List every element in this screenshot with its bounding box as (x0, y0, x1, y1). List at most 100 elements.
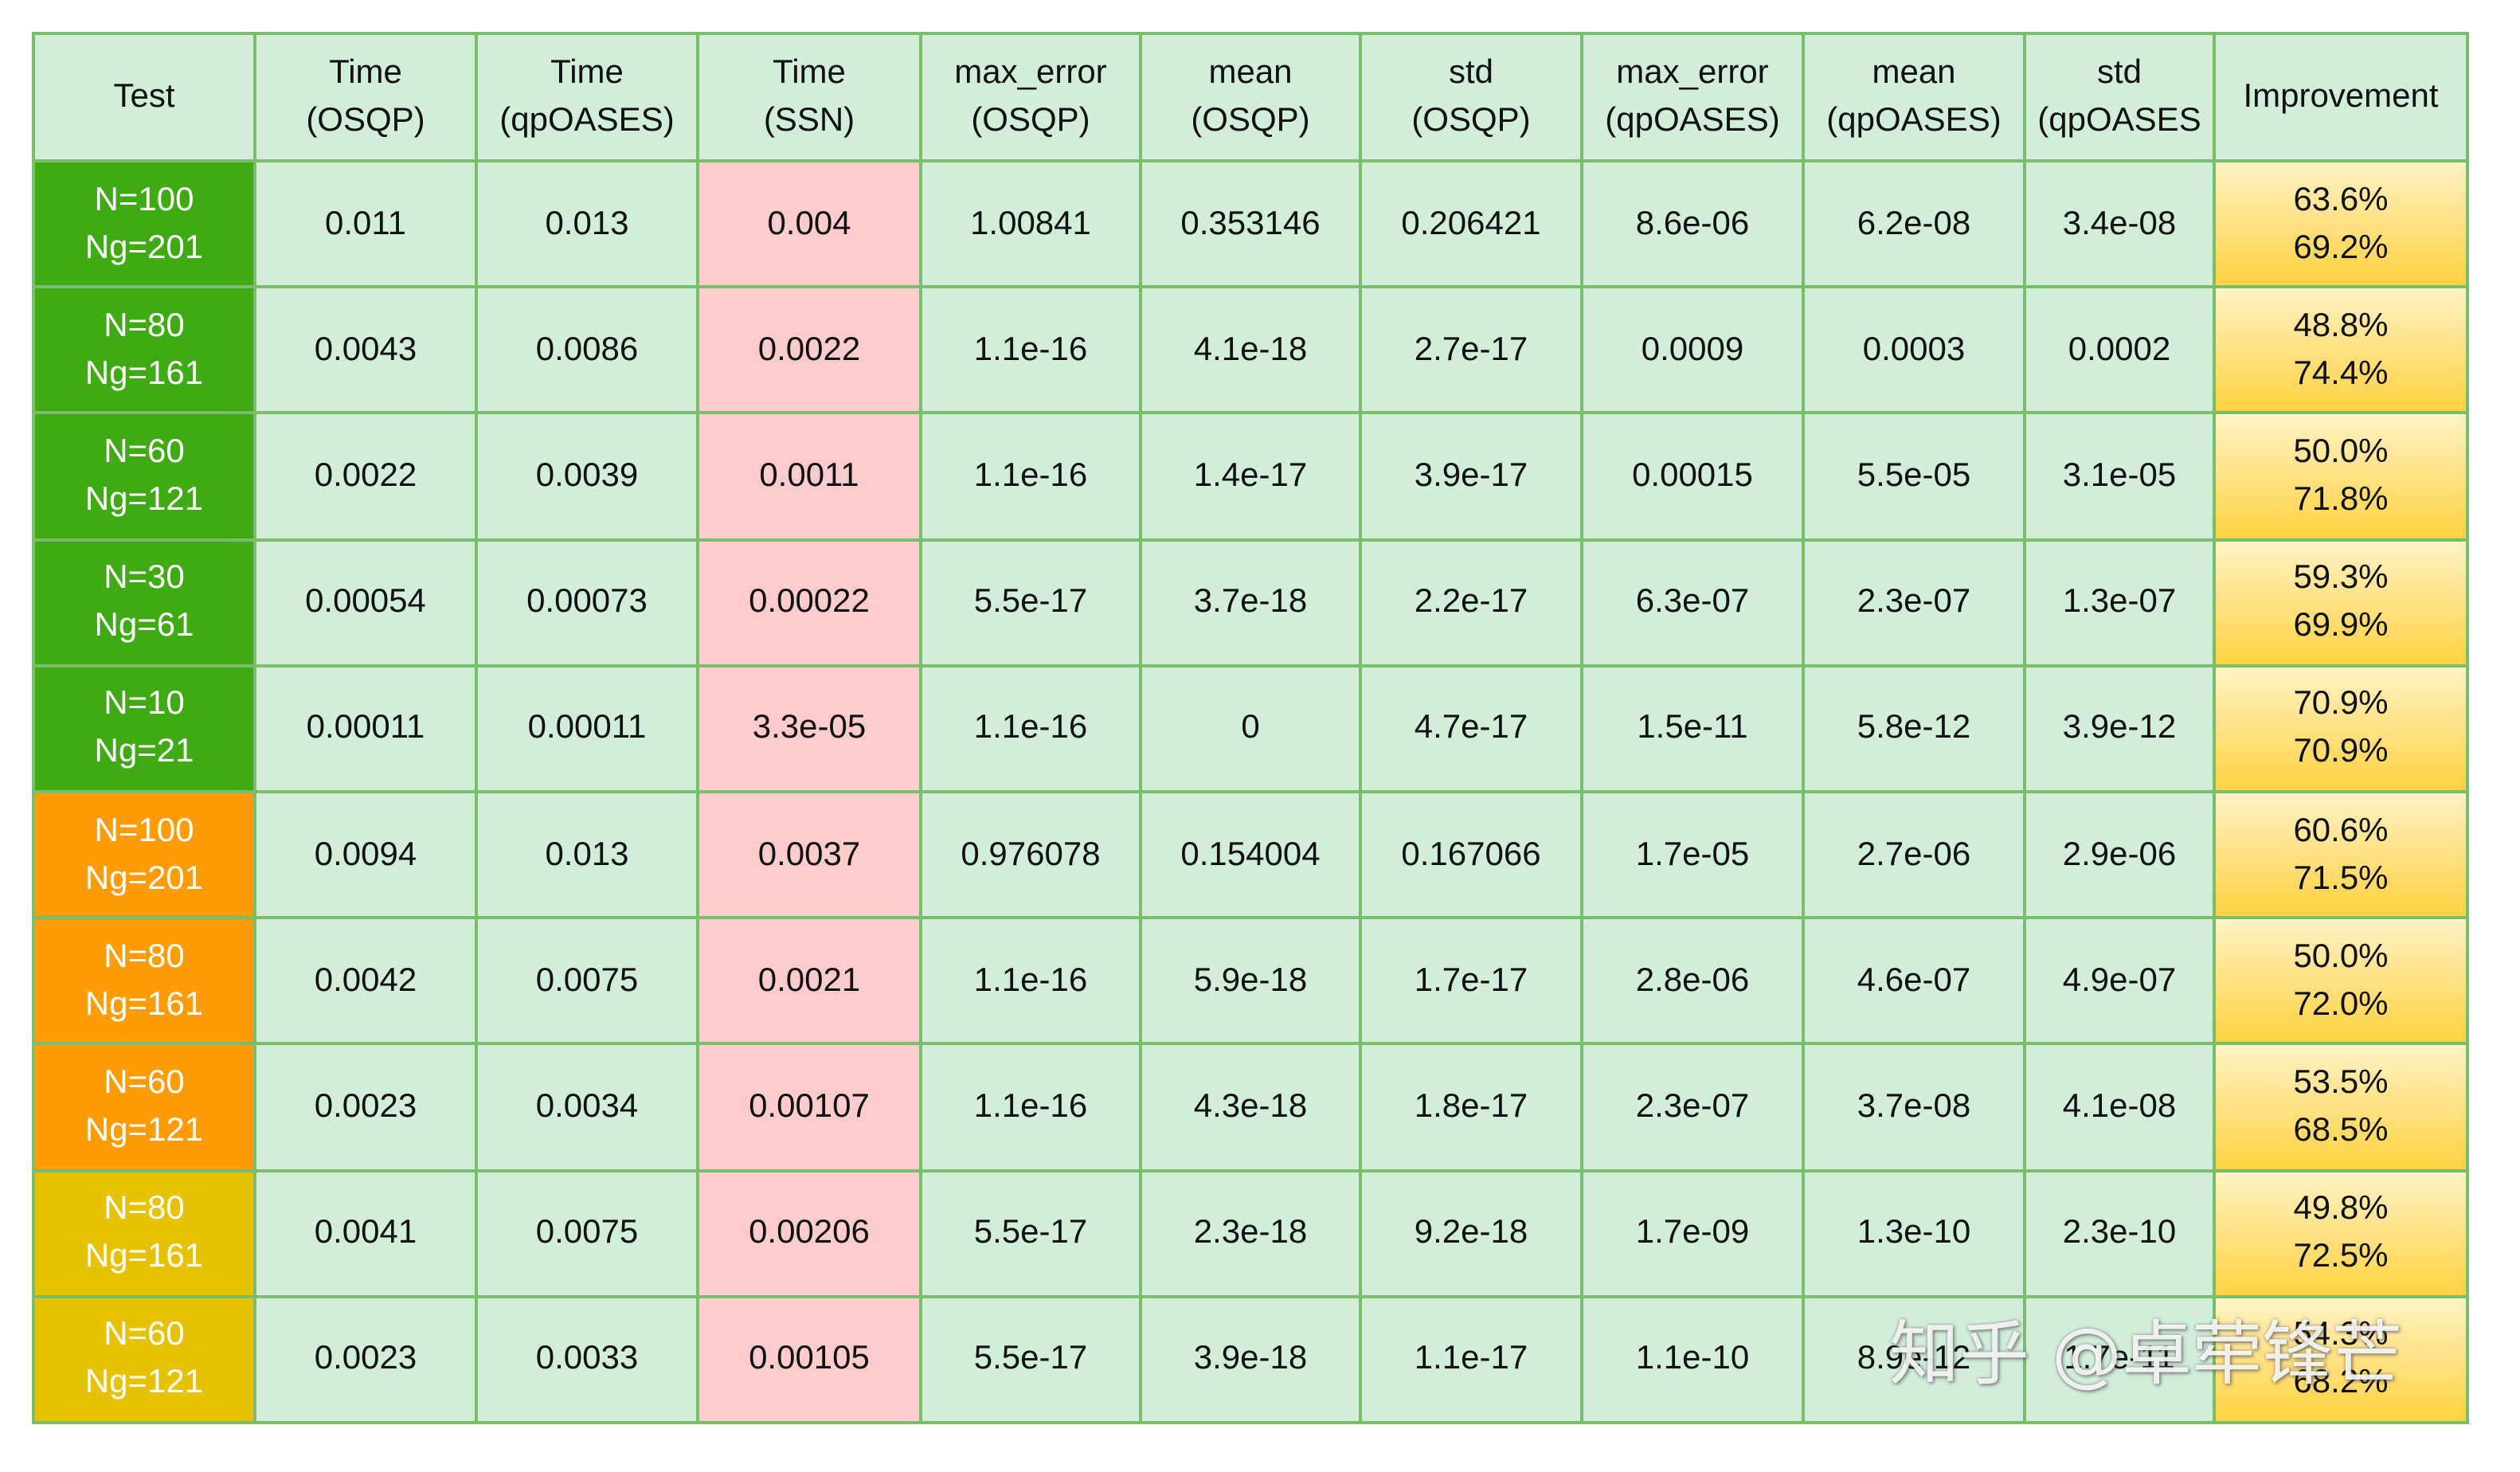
time-qpoases-cell: 0.0075 (475, 916, 699, 1046)
time-osqp-cell: 0.0023 (253, 1294, 478, 1425)
std-qpoases-cell: 4.9e-07 (2023, 916, 2216, 1046)
improvement-cell: 60.6% 71.5% (2213, 789, 2469, 920)
std-osqp-cell: 3.9e-17 (1359, 411, 1583, 542)
mean-qpoases-cell: 0.0003 (1802, 285, 2026, 415)
improvement-cell: 50.0% 72.0% (2213, 916, 2469, 1046)
mean-qpoases-cell: 2.3e-07 (1802, 538, 2026, 667)
mean-qpoases-cell: 2.7e-06 (1802, 789, 2026, 920)
max-error-qpoases-cell: 8.6e-06 (1580, 159, 1805, 289)
time-osqp-cell: 0.00054 (253, 538, 478, 667)
table-row: N=60 Ng=121 0.0023 0.0034 0.00107 1.1e-16 4.3… (32, 1042, 2469, 1173)
max-error-osqp-cell: 1.1e-16 (919, 411, 1142, 542)
header-time-osqp: Time (OSQP) (253, 32, 478, 162)
max-error-osqp-cell: 5.5e-17 (919, 538, 1142, 667)
mean-qpoases-cell: 1.3e-10 (1802, 1168, 2026, 1298)
time-ssn-cell: 0.0011 (696, 411, 922, 542)
time-ssn-cell: 0.0021 (696, 916, 922, 1046)
header-std-osqp: std (OSQP) (1359, 32, 1583, 162)
header-mean-osqp: mean (OSQP) (1139, 32, 1362, 162)
time-qpoases-cell: 0.00011 (475, 664, 699, 793)
time-ssn-cell: 0.00022 (696, 538, 922, 667)
max-error-qpoases-cell: 2.8e-06 (1580, 916, 1805, 1046)
table-row: N=30 Ng=61 0.00054 0.00073 0.00022 5.5e-17 3.… (32, 538, 2469, 667)
header-max-error-qpoases: max_error (qpOASES) (1580, 32, 1805, 162)
test-label: N=30 Ng=61 (32, 538, 256, 667)
std-qpoases-cell: 2.3e-10 (2023, 1168, 2216, 1298)
max-error-osqp-cell: 1.1e-16 (919, 1042, 1142, 1173)
mean-qpoases-cell: 6.2e-08 (1802, 159, 2026, 289)
time-ssn-cell: 0.004 (696, 159, 922, 289)
time-osqp-cell: 0.00011 (253, 664, 478, 793)
time-osqp-cell: 0.0042 (253, 916, 478, 1046)
mean-osqp-cell: 0.154004 (1139, 789, 1362, 920)
std-qpoases-cell: 1.3e-07 (2023, 538, 2216, 667)
header-test: Test (32, 32, 256, 162)
time-qpoases-cell: 0.0075 (475, 1168, 699, 1298)
std-qpoases-cell: 3.1e-05 (2023, 411, 2216, 542)
mean-osqp-cell: 4.3e-18 (1139, 1042, 1362, 1173)
max-error-qpoases-cell: 1.7e-05 (1580, 789, 1805, 920)
table-row: N=100 Ng=201 0.011 0.013 0.004 1.00841 0.3531… (32, 159, 2469, 289)
mean-qpoases-cell: 5.5e-05 (1802, 411, 2026, 542)
time-qpoases-cell: 0.0039 (475, 411, 699, 542)
table-row: N=80 Ng=161 0.0042 0.0075 0.0021 1.1e-16 5.9e… (32, 916, 2469, 1046)
max-error-osqp-cell: 0.976078 (919, 789, 1142, 920)
std-qpoases-cell: 3.4e-08 (2023, 159, 2216, 289)
std-qpoases-cell: 4.1e-08 (2023, 1042, 2216, 1173)
max-error-osqp-cell: 5.5e-17 (919, 1294, 1142, 1425)
max-error-osqp-cell: 1.1e-16 (919, 285, 1142, 415)
max-error-osqp-cell: 1.1e-16 (919, 916, 1142, 1046)
header-improvement: Improvement (2213, 32, 2469, 162)
results-table: Test Time (OSQP) Time (qpOASES) Time (SS… (32, 32, 2469, 1425)
time-osqp-cell: 0.011 (253, 159, 478, 289)
time-ssn-cell: 0.00206 (696, 1168, 922, 1298)
max-error-osqp-cell: 1.00841 (919, 159, 1142, 289)
table-header: Test Time (OSQP) Time (qpOASES) Time (SS… (32, 32, 2469, 162)
std-qpoases-cell: 1.7e-11 (2023, 1294, 2216, 1425)
std-osqp-cell: 2.7e-17 (1359, 285, 1583, 415)
improvement-cell: 59.3% 69.9% (2213, 538, 2469, 667)
time-qpoases-cell: 0.0086 (475, 285, 699, 415)
mean-qpoases-cell: 3.7e-08 (1802, 1042, 2026, 1173)
time-qpoases-cell: 0.013 (475, 789, 699, 920)
time-osqp-cell: 0.0094 (253, 789, 478, 920)
mean-osqp-cell: 3.9e-18 (1139, 1294, 1362, 1425)
time-osqp-cell: 0.0023 (253, 1042, 478, 1173)
header-time-ssn: Time (SSN) (696, 32, 922, 162)
test-label: N=60 Ng=121 (32, 411, 256, 542)
mean-osqp-cell: 2.3e-18 (1139, 1168, 1362, 1298)
std-qpoases-cell: 3.9e-12 (2023, 664, 2216, 793)
std-osqp-cell: 1.8e-17 (1359, 1042, 1583, 1173)
table-body: N=100 Ng=201 0.011 0.013 0.004 1.00841 0.3531… (32, 159, 2469, 1425)
max-error-qpoases-cell: 2.3e-07 (1580, 1042, 1805, 1173)
improvement-cell: 53.5% 68.5% (2213, 1042, 2469, 1173)
std-qpoases-cell: 0.0002 (2023, 285, 2216, 415)
std-osqp-cell: 1.7e-17 (1359, 916, 1583, 1046)
std-osqp-cell: 9.2e-18 (1359, 1168, 1583, 1298)
time-osqp-cell: 0.0041 (253, 1168, 478, 1298)
improvement-cell: 50.0% 71.8% (2213, 411, 2469, 542)
test-label: N=100 Ng=201 (32, 159, 256, 289)
test-label: N=60 Ng=121 (32, 1042, 256, 1173)
time-qpoases-cell: 0.0033 (475, 1294, 699, 1425)
time-ssn-cell: 3.3e-05 (696, 664, 922, 793)
table-row: N=60 Ng=121 0.0023 0.0033 0.00105 5.5e-17 3.9… (32, 1294, 2469, 1425)
std-qpoases-cell: 2.9e-06 (2023, 789, 2216, 920)
max-error-qpoases-cell: 6.3e-07 (1580, 538, 1805, 667)
improvement-cell: 54.3% 68.2% (2213, 1294, 2469, 1425)
mean-osqp-cell: 4.1e-18 (1139, 285, 1362, 415)
time-qpoases-cell: 0.0034 (475, 1042, 699, 1173)
mean-osqp-cell: 0.353146 (1139, 159, 1362, 289)
time-ssn-cell: 0.0022 (696, 285, 922, 415)
mean-qpoases-cell: 5.8e-12 (1802, 664, 2026, 793)
max-error-qpoases-cell: 0.00015 (1580, 411, 1805, 542)
std-osqp-cell: 0.167066 (1359, 789, 1583, 920)
max-error-qpoases-cell: 1.7e-09 (1580, 1168, 1805, 1298)
time-osqp-cell: 0.0043 (253, 285, 478, 415)
std-osqp-cell: 2.2e-17 (1359, 538, 1583, 667)
test-label: N=80 Ng=161 (32, 285, 256, 415)
mean-osqp-cell: 1.4e-17 (1139, 411, 1362, 542)
max-error-qpoases-cell: 1.5e-11 (1580, 664, 1805, 793)
max-error-qpoases-cell: 1.1e-10 (1580, 1294, 1805, 1425)
